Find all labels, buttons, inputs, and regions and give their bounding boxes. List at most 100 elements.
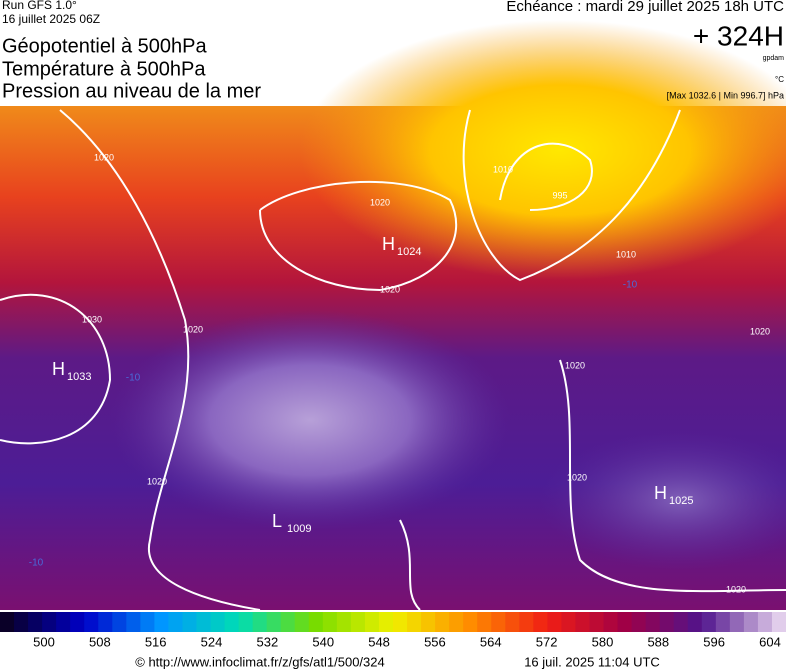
contour-label: 1020 — [750, 326, 770, 336]
colorbar-tick-label: 540 — [312, 634, 334, 649]
colorbar-swatch — [210, 612, 226, 632]
run: Run GFS 1.0° — [2, 0, 77, 12]
colorbar-swatch — [238, 612, 254, 632]
title: Pression au niveau de la mer — [2, 80, 261, 102]
center-type: H — [52, 359, 65, 379]
contour-label: 1020 — [726, 584, 746, 594]
colorbar-swatch — [491, 612, 506, 632]
colorbar-swatch — [659, 612, 675, 632]
contour-label: 1020 — [147, 476, 167, 486]
colorbar-swatch — [42, 612, 57, 632]
colorbar-swatch — [729, 612, 745, 632]
colorbar-swatch — [28, 612, 43, 632]
colorbar-swatch — [168, 612, 183, 632]
contour-label: 1020 — [567, 472, 587, 482]
colorbar-swatch — [308, 612, 324, 632]
colorbar-swatch — [631, 612, 647, 632]
colorbar-swatch — [715, 612, 731, 632]
colorbar-swatch — [56, 612, 71, 632]
colorbar-swatch — [140, 612, 155, 632]
colorbar-swatch — [603, 612, 619, 632]
timestamp: 16 juil. 2025 11:04 UTC — [524, 654, 660, 669]
colorbar-tick-label: 556 — [424, 634, 446, 649]
title: Température à 500hPa — [2, 58, 206, 80]
colorbar-swatch — [757, 612, 773, 632]
center-value: 1024 — [397, 246, 421, 258]
colorbar-swatch — [687, 612, 703, 632]
center-type: H — [382, 234, 395, 254]
colorbar-swatch — [378, 612, 394, 632]
colorbar-swatch — [224, 612, 240, 632]
colorbar-tick-label: 500 — [33, 634, 55, 649]
colorbar-swatch — [350, 612, 366, 632]
colorbar: 500 508 516 524 532 540 548 556 564 572 580 588 596 6… — [0, 612, 786, 649]
temperature-label: -10 — [29, 558, 44, 569]
colorbar-swatch — [14, 612, 29, 632]
center-type: H — [654, 483, 667, 503]
colorbar-swatch — [336, 612, 352, 632]
colorbar-swatch — [701, 612, 717, 632]
map — [0, 20, 786, 611]
contour-label: 1020 — [183, 324, 203, 334]
colorbar-swatch — [126, 612, 141, 632]
colorbar-swatch — [589, 612, 605, 632]
colorbar-swatch — [266, 612, 282, 632]
colorbar-swatch — [393, 612, 408, 632]
contour-label: 1010 — [493, 164, 513, 174]
colorbar-tick-label: 516 — [145, 634, 167, 649]
temperature-label: -10 — [623, 280, 638, 291]
contour-label: 1020 — [565, 360, 585, 370]
contour-label: 1030 — [82, 314, 102, 324]
contour-label: 1020 — [370, 197, 390, 207]
colorbar-swatch — [0, 612, 15, 632]
colorbar-swatch — [112, 612, 127, 632]
colorbar-swatch — [182, 612, 197, 632]
colorbar-swatch — [294, 612, 310, 632]
colorbar-tick-label: 580 — [592, 634, 614, 649]
lead-time: + 324H — [693, 20, 784, 51]
colorbar-swatch — [505, 612, 520, 632]
colorbar-tick-label: 588 — [647, 634, 669, 649]
run-date: 16 juillet 2025 06Z — [2, 12, 100, 26]
colorbar-swatch — [435, 612, 450, 632]
colorbar-swatch — [70, 612, 85, 632]
colorbar-swatch — [519, 612, 534, 632]
colorbar-swatch — [673, 612, 689, 632]
colorbar-swatch — [575, 612, 590, 632]
colorbar-swatch — [743, 612, 759, 632]
colorbar-swatch — [98, 612, 113, 632]
colorbar-swatch — [84, 612, 99, 632]
colorbar-swatch — [771, 612, 786, 632]
colorbar-swatch — [533, 612, 548, 632]
colorbar-swatch — [617, 612, 633, 632]
center-value: 1025 — [669, 495, 693, 507]
center-type: L — [272, 511, 282, 531]
valid-time: Echéance : mardi 29 juillet 2025 18h UTC — [506, 0, 784, 15]
colorbar-tick-label: 548 — [368, 634, 390, 649]
colorbar-tick-label: 524 — [201, 634, 223, 649]
colorbar-swatch — [280, 612, 296, 632]
colorbar-swatch — [364, 612, 380, 632]
colorbar-swatch — [421, 612, 436, 632]
colorbar-tick-label: 604 — [759, 634, 781, 649]
colorbar-swatch — [449, 612, 464, 632]
colorbar-swatch — [252, 612, 268, 632]
colorbar-tick-label: 572 — [536, 634, 558, 649]
colorbar-tick-label: 564 — [480, 634, 502, 649]
colorbar-swatch — [561, 612, 576, 632]
colorbar-swatch — [645, 612, 661, 632]
colorbar-swatch — [547, 612, 562, 632]
colorbar-tick-label: 596 — [703, 634, 725, 649]
unit: gpdam — [763, 55, 785, 62]
center-value: 1009 — [287, 523, 311, 535]
source-url: © http://www.infoclimat.fr/z/gfs/atl1/50… — [135, 654, 384, 669]
unit: °C — [775, 75, 784, 84]
colorbar-swatch — [407, 612, 422, 632]
center-value: 1033 — [67, 371, 91, 383]
contour-label: 995 — [552, 190, 567, 200]
contour-label: 1020 — [94, 152, 114, 162]
colorbar-swatch — [196, 612, 212, 632]
contour-label: 1020 — [380, 284, 400, 294]
contour-label: 1010 — [616, 249, 636, 259]
